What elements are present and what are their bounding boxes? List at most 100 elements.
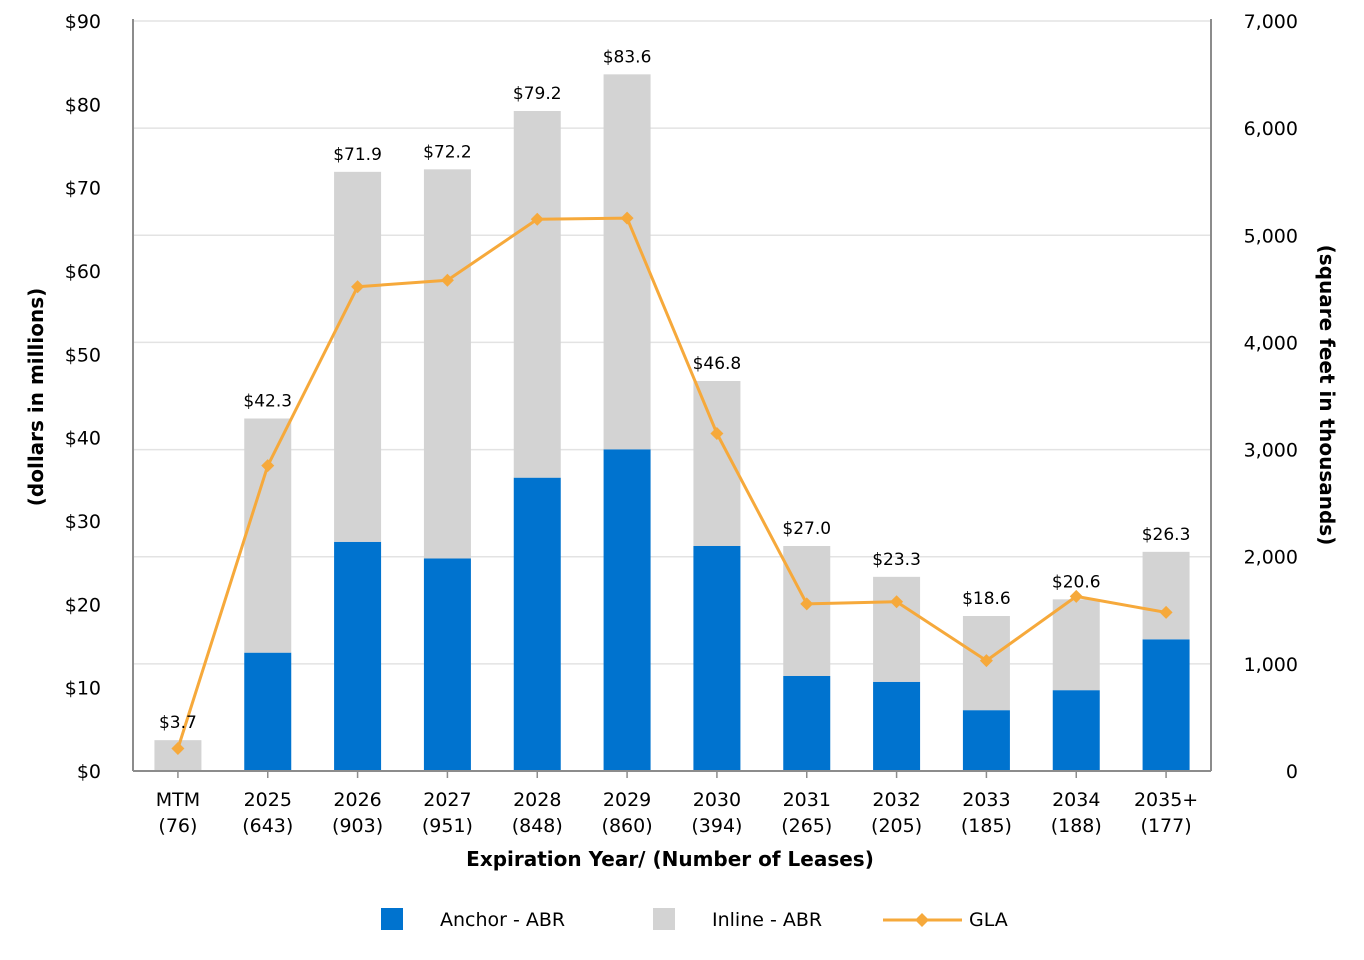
inline-abr-bar	[513, 111, 561, 478]
y-left-tick-label: $10	[65, 678, 101, 700]
anchor-abr-bar	[334, 541, 382, 771]
bars	[154, 74, 1190, 771]
y-axis-left-title: (dollars in millions)	[24, 288, 48, 506]
gla-point	[710, 427, 724, 440]
y-right-tick-label: 4,000	[1244, 332, 1298, 354]
axes	[132, 19, 1212, 778]
anchor-abr-bar	[962, 710, 1010, 771]
gla-point	[171, 742, 185, 755]
inline-abr-bar	[1052, 599, 1100, 691]
x-tick-label-year: 2035+	[1134, 789, 1198, 811]
x-tick-label-leases: (643)	[242, 815, 293, 837]
total-abr-label: $18.6	[962, 589, 1011, 609]
total-abr-label: $71.9	[333, 145, 382, 165]
x-tick-label-year: 2034	[1052, 789, 1100, 811]
x-tick-label-leases: (394)	[691, 815, 742, 837]
anchor-abr-bar	[873, 681, 921, 771]
inline-abr-bar	[1142, 551, 1190, 640]
inline-abr-bar	[603, 74, 651, 450]
total-abr-label: $20.6	[1052, 572, 1101, 592]
y-left-tick-label: $80	[65, 94, 101, 116]
gla-point	[351, 280, 365, 294]
y-left-tick-label: $70	[65, 178, 101, 200]
tick-labels: $0 $10 $20 $30 $40 $50 $60 $70 $80 $90 0 1,000 2,000…	[65, 11, 1298, 837]
inline-abr-bar	[334, 171, 382, 542]
y-right-tick-label: 7,000	[1244, 11, 1298, 33]
y-left-tick-label: $20	[65, 594, 101, 616]
x-tick-label-year: 2026	[333, 789, 381, 811]
anchor-abr-bar	[783, 676, 831, 771]
anchor-abr-bar	[244, 652, 292, 771]
x-tick-label-leases: (951)	[422, 815, 473, 837]
anchor-abr-bar	[603, 449, 651, 771]
total-abr-label: $46.8	[693, 354, 742, 374]
x-tick-label-year: 2031	[783, 789, 831, 811]
anchor-abr-bar	[423, 558, 471, 771]
y-right-tick-label: 3,000	[1244, 440, 1298, 462]
y-axis-right-title: (square feet in thousands)	[1315, 245, 1339, 546]
legend-inline-label: Inline - ABR	[712, 909, 822, 931]
anchor-abr-bar	[1052, 690, 1100, 771]
x-tick-label-leases: (76)	[158, 815, 197, 837]
legend-gla-marker	[915, 913, 929, 927]
total-abr-label: $79.2	[513, 84, 562, 104]
gla-series-line	[176, 216, 1167, 749]
x-tick-label-leases: (903)	[332, 815, 383, 837]
gla-point	[261, 459, 275, 473]
legend-anchor-label: Anchor - ABR	[440, 909, 565, 931]
total-abr-label: $42.3	[243, 392, 292, 412]
gla-line	[171, 211, 1173, 755]
gla-point	[620, 211, 634, 225]
total-abr-label: $23.3	[872, 550, 921, 570]
inline-abr-bar	[244, 418, 292, 653]
y-left-tick-label: $90	[65, 11, 101, 33]
gla-point	[1159, 605, 1173, 619]
gla-point	[979, 654, 993, 668]
legend-anchor-swatch	[381, 908, 403, 930]
x-tick-label-year: 2033	[962, 789, 1010, 811]
y-right-tick-label: 1,000	[1244, 654, 1298, 676]
anchor-abr-bar	[1142, 639, 1190, 771]
anchor-abr-bar	[513, 477, 561, 771]
gla-point	[890, 595, 904, 609]
data-labels: $3.7 $42.3 $71.9 $72.2 $79.2 $83.6 $46.8 $27.0 $…	[159, 47, 1190, 733]
x-tick-label-leases: (848)	[512, 815, 563, 837]
gridlines	[133, 20, 1211, 665]
y-left-tick-label: $40	[65, 428, 101, 450]
x-tick-label-year: 2032	[872, 789, 920, 811]
x-tick-label-year: 2027	[423, 789, 471, 811]
x-tick-label-year: 2025	[244, 789, 292, 811]
anchor-abr-bar	[693, 546, 741, 771]
y-right-tick-label: 5,000	[1244, 225, 1298, 247]
legend-inline-swatch	[653, 908, 675, 930]
gla-point	[1069, 589, 1083, 603]
gla-point	[440, 273, 454, 287]
legend: Anchor - ABR Inline - ABR GLA	[381, 908, 1008, 931]
x-tick-label-leases: (188)	[1051, 815, 1102, 837]
x-tick-label-year: 2029	[603, 789, 651, 811]
inline-abr-bar	[423, 169, 471, 559]
y-right-tick-label: 6,000	[1244, 118, 1298, 140]
y-left-tick-label: $60	[65, 261, 101, 283]
x-tick-label-leases: (265)	[781, 815, 832, 837]
x-tick-label-leases: (177)	[1141, 815, 1192, 837]
x-tick-label-year: MTM	[156, 789, 200, 811]
y-left-tick-label: $50	[65, 344, 101, 366]
total-abr-label: $3.7	[159, 713, 197, 733]
inline-abr-bar	[783, 546, 831, 676]
x-tick-label-leases: (205)	[871, 815, 922, 837]
x-tick-label-leases: (185)	[961, 815, 1012, 837]
gla-point	[800, 597, 814, 611]
total-abr-label: $83.6	[603, 47, 652, 67]
total-abr-label: $26.3	[1142, 525, 1191, 545]
y-right-tick-label: 0	[1286, 761, 1298, 783]
y-right-tick-label: 2,000	[1244, 547, 1298, 569]
gla-point	[530, 212, 544, 226]
legend-gla-label: GLA	[969, 909, 1008, 931]
y-left-tick-label: $30	[65, 511, 101, 533]
x-tick-label-year: 2028	[513, 789, 561, 811]
x-tick-label-leases: (860)	[602, 815, 653, 837]
x-axis-title: Expiration Year/ (Number of Leases)	[466, 847, 874, 871]
total-abr-label: $27.0	[782, 519, 831, 539]
